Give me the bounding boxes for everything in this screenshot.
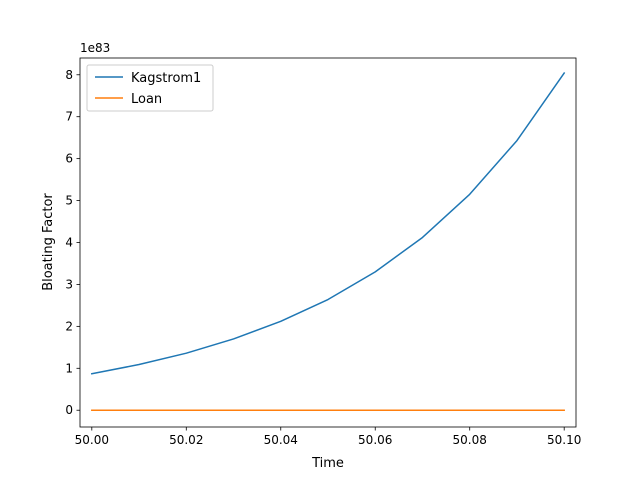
- y-axis-label: Bloating Factor: [41, 193, 56, 291]
- offset-text: 1e83: [80, 41, 110, 55]
- legend-label: Kagstrom1: [131, 71, 201, 86]
- legend-label: Loan: [131, 92, 162, 107]
- x-tick-label: 50.00: [75, 433, 109, 447]
- y-tick-label: 4: [65, 236, 73, 250]
- plot-area: 50.00 50.02 50.04 50.06 50.08 50.10 0 1 2 3 4 5 6 7 8 K…: [65, 57, 581, 447]
- x-tick-label: 50.06: [358, 433, 392, 447]
- series-line-1: [90, 72, 566, 375]
- x-axis-label: Time: [311, 456, 344, 471]
- x-tick-label: 50.08: [453, 433, 487, 447]
- y-tick-label: 1: [65, 361, 73, 375]
- x-tick-label: 50.04: [264, 433, 298, 447]
- y-tick-label: 5: [65, 194, 73, 208]
- y-tick-label: 6: [65, 152, 73, 166]
- y-tick-label: 7: [65, 110, 73, 124]
- y-tick-label: 0: [65, 403, 73, 417]
- y-tick-label: 3: [65, 277, 73, 291]
- y-tick-label: 2: [65, 319, 73, 333]
- x-tick-label: 50.02: [169, 433, 203, 447]
- y-tick-label: 8: [65, 68, 73, 82]
- x-tick-label: 50.10: [547, 433, 581, 447]
